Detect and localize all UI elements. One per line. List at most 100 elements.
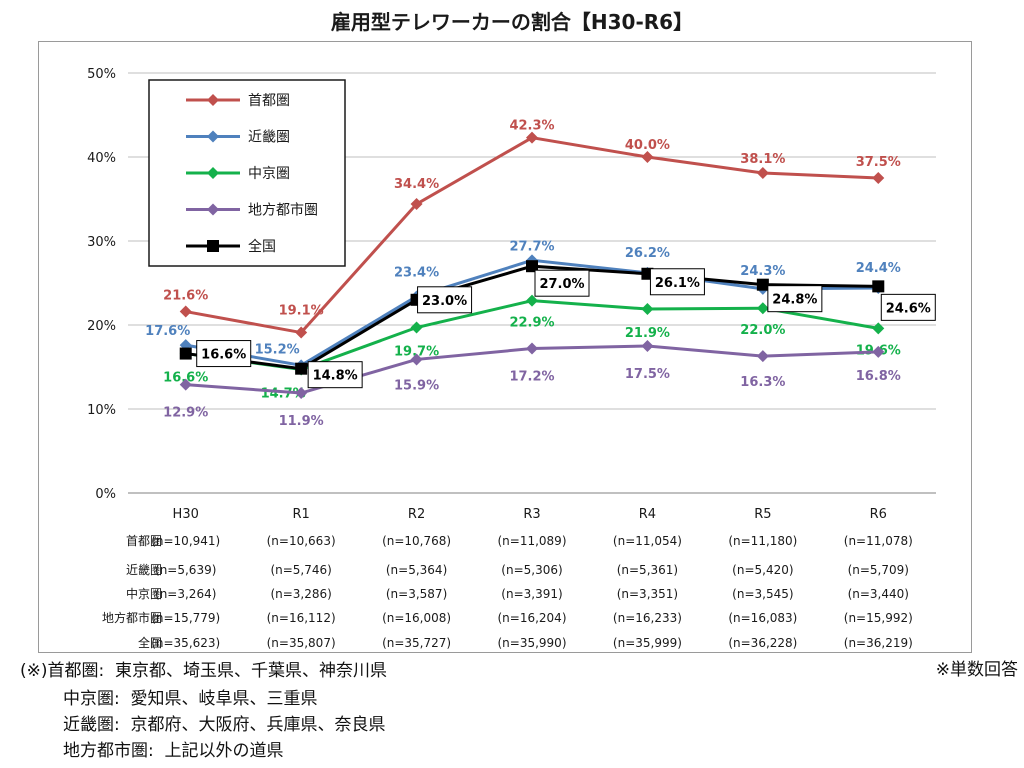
table-cell: (n=5,746): [270, 563, 331, 577]
data-label: 26.1%: [655, 276, 700, 291]
data-label-box: [417, 286, 473, 314]
table-cell: (n=3,440): [848, 587, 909, 601]
x-tick-label: R5: [754, 507, 771, 522]
data-label: 19.7%: [394, 345, 439, 360]
data-point: [295, 362, 308, 375]
table-cell: (n=5,420): [732, 563, 793, 577]
data-label: 24.6%: [886, 301, 931, 316]
table-cell: (n=16,112): [267, 611, 336, 625]
table-cell: (n=11,054): [613, 534, 682, 548]
data-label: 15.9%: [394, 378, 439, 393]
table-cell: (n=16,233): [613, 611, 682, 625]
data-point: [872, 172, 885, 184]
table-cell: (n=35,623): [151, 636, 220, 650]
x-tick-label: H30: [173, 507, 199, 522]
data-point: [179, 305, 192, 318]
y-tick-label: 50%: [87, 67, 116, 82]
table-cell: (n=16,204): [497, 611, 566, 625]
data-label-box: [196, 340, 252, 368]
table-cell: (n=3,391): [501, 587, 562, 601]
table-cell: (n=11,078): [844, 534, 913, 548]
table-cell: (n=11,089): [497, 534, 566, 548]
data-point: [410, 353, 423, 366]
data-label: 19.1%: [279, 304, 324, 319]
data-point: [872, 345, 885, 358]
chart-frame: [38, 41, 972, 653]
data-label: 16.6%: [201, 348, 246, 363]
data-label-box: [649, 268, 705, 296]
data-label: 24.4%: [856, 261, 901, 276]
data-point: [295, 387, 308, 400]
y-tick-label: 20%: [87, 319, 116, 334]
data-label: 23.4%: [394, 265, 439, 280]
data-label: 24.3%: [740, 264, 785, 279]
data-label: 40.0%: [625, 138, 670, 153]
data-point: [641, 340, 654, 352]
y-tick-label: 40%: [87, 151, 116, 166]
data-point: [872, 280, 885, 293]
data-label: 11.9%: [279, 414, 324, 429]
note-shutoken: (※)首都圏: 東京都、埼玉県、千葉県、神奈川県: [20, 661, 388, 681]
table-cell: (n=3,351): [617, 587, 678, 601]
data-label: 12.9%: [163, 406, 208, 421]
data-label: 16.8%: [856, 369, 901, 384]
data-point: [872, 322, 885, 335]
x-tick-label: R1: [292, 507, 309, 522]
data-point: [526, 131, 538, 144]
table-row-label: 地方都市圏: [102, 610, 162, 625]
legend-marker: [207, 203, 219, 216]
legend-box: [148, 79, 346, 267]
data-point: [179, 347, 192, 360]
table-cell: (n=11,180): [728, 534, 797, 548]
note-chukyo: 中京圏: 愛知県、岐阜県、三重県: [63, 689, 318, 709]
x-tick-label: R2: [408, 507, 425, 522]
table-cell: (n=3,587): [386, 587, 447, 601]
table-cell: (n=10,941): [151, 534, 220, 548]
data-label: 38.1%: [740, 152, 785, 167]
data-label: 42.3%: [509, 119, 554, 134]
data-label: 22.9%: [509, 316, 554, 331]
data-label-box: [307, 361, 363, 389]
data-point: [526, 294, 538, 307]
data-point: [410, 321, 423, 334]
table-cell: (n=36,228): [728, 636, 797, 650]
data-label-box: [880, 293, 936, 321]
table-cell: (n=35,807): [267, 636, 336, 650]
y-tick-label: 10%: [87, 403, 116, 418]
data-point: [756, 166, 769, 179]
table-cell: (n=5,361): [617, 563, 678, 577]
data-label: 24.8%: [772, 293, 817, 308]
table-row-label: 近畿圏: [126, 563, 162, 577]
table-row-label: 中京圏: [126, 586, 162, 601]
legend-marker: [207, 167, 219, 179]
legend-entry: 全国: [248, 238, 276, 255]
data-label: 34.4%: [394, 177, 439, 192]
data-label: 27.0%: [539, 277, 584, 292]
data-point: [295, 326, 308, 339]
data-label: 14.8%: [313, 369, 358, 384]
table-cell: (n=35,990): [497, 636, 566, 650]
table-cell: (n=10,768): [382, 534, 451, 548]
table-row-label: 首都圏: [126, 534, 162, 548]
table-cell: (n=35,727): [382, 636, 451, 650]
note-chiho: 地方都市圏: 上記以外の道県: [63, 741, 284, 761]
table-row-label: 全国: [138, 635, 162, 650]
chart-title: 雇用型テレワーカーの割合【H30-R6】: [330, 10, 694, 34]
data-label: 27.7%: [509, 239, 554, 254]
table-cell: (n=3,264): [155, 587, 216, 601]
data-label: 21.6%: [163, 289, 208, 304]
data-point: [410, 198, 423, 211]
legend-entry: 地方都市圏: [248, 202, 318, 219]
data-label: 15.2%: [255, 342, 300, 357]
data-point: [756, 278, 769, 291]
table-cell: (n=3,545): [732, 587, 793, 601]
data-label: 26.2%: [625, 246, 670, 261]
data-label: 17.2%: [509, 370, 554, 385]
note-single-answer: ※単数回答: [935, 660, 1018, 680]
data-label: 22.0%: [740, 323, 785, 338]
table-cell: (n=3,286): [270, 587, 331, 601]
legend-marker: [207, 130, 219, 143]
x-tick-label: R3: [523, 507, 540, 522]
data-point: [526, 260, 538, 273]
